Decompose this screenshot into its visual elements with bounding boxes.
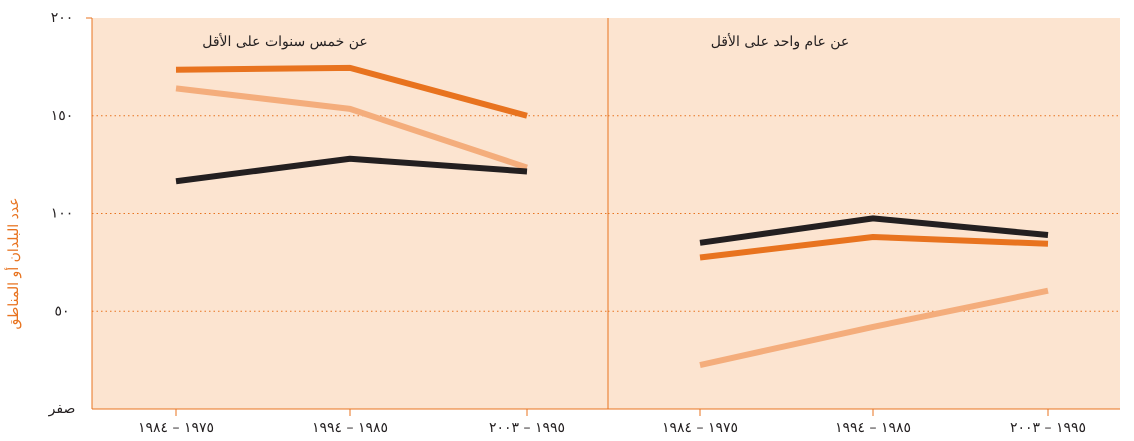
series-line <box>175 64 528 119</box>
series-line <box>699 287 1049 368</box>
x-tick-label: ١٩٧٥ – ١٩٨٤ <box>138 420 214 436</box>
y-tick-label: صفر <box>48 401 76 417</box>
series-line <box>699 233 1049 261</box>
panel-title: عن عام واحد على الأقل <box>711 32 850 50</box>
y-axis-label: عدد البلدان أو المناطق <box>3 197 22 329</box>
x-tick-label: ١٩٨٥ – ١٩٩٤ <box>312 420 388 436</box>
y-tick-label: ١٠٠ <box>51 206 74 222</box>
y-tick-label: ٥٠ <box>54 303 69 319</box>
panel-title: عن خمس سنوات على الأقل <box>202 32 368 50</box>
x-tick-label: ١٩٨٥ – ١٩٩٤ <box>835 420 911 436</box>
x-tick-label: ١٩٩٥ – ٢٠٠٣ <box>489 420 565 436</box>
series-line <box>175 155 528 185</box>
series-line <box>175 85 528 171</box>
x-tick-label: ١٩٧٥ – ١٩٨٤ <box>662 420 738 436</box>
y-tick-label: ١٥٠ <box>51 108 74 124</box>
x-tick-label: ١٩٩٥ – ٢٠٠٣ <box>1010 420 1086 436</box>
y-tick-label: ٢٠٠ <box>51 10 74 26</box>
series-line <box>699 215 1049 246</box>
